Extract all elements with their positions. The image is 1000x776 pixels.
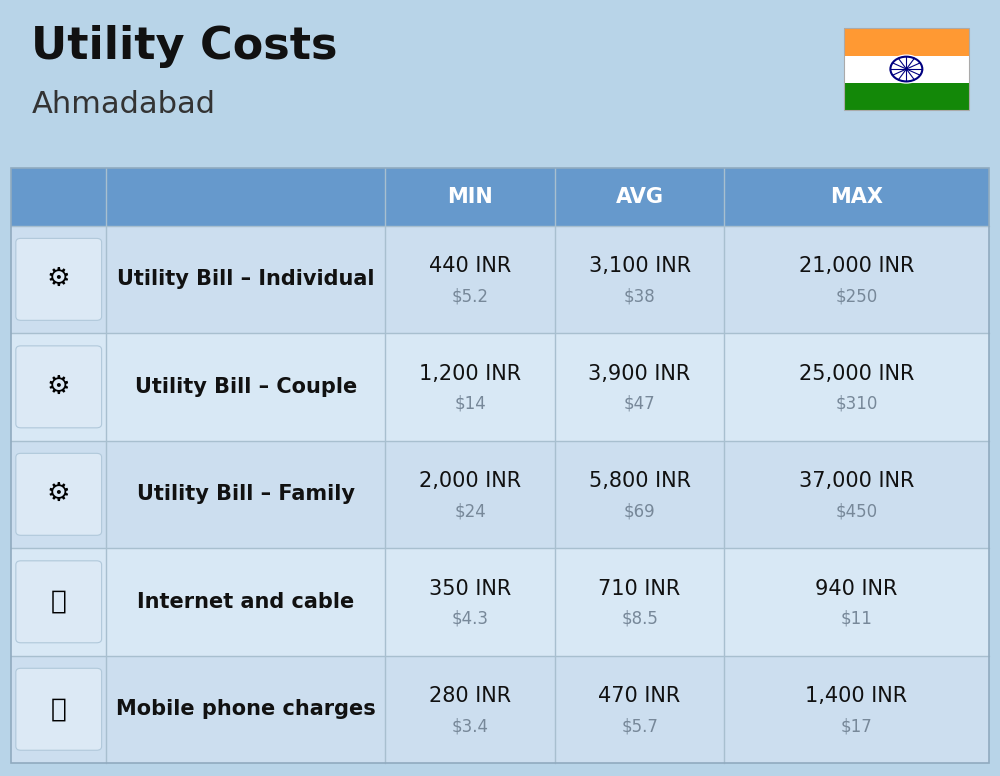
Text: 3,900 INR: 3,900 INR — [588, 364, 691, 383]
Text: MIN: MIN — [447, 186, 493, 206]
Text: 1,400 INR: 1,400 INR — [805, 686, 908, 706]
Text: $14: $14 — [454, 395, 486, 413]
Text: MAX: MAX — [830, 186, 883, 206]
Text: 440 INR: 440 INR — [429, 256, 511, 276]
FancyBboxPatch shape — [844, 82, 969, 109]
Text: 3,100 INR: 3,100 INR — [589, 256, 691, 276]
Text: ⚙️: ⚙️ — [47, 481, 71, 508]
FancyBboxPatch shape — [11, 656, 989, 763]
Text: Utility Bill – Individual: Utility Bill – Individual — [117, 269, 374, 289]
Text: Utility Bill – Couple: Utility Bill – Couple — [135, 377, 357, 397]
Text: 25,000 INR: 25,000 INR — [799, 364, 914, 383]
Text: Internet and cable: Internet and cable — [137, 592, 354, 611]
FancyBboxPatch shape — [11, 168, 989, 226]
FancyBboxPatch shape — [16, 453, 102, 535]
Text: $17: $17 — [841, 717, 872, 736]
FancyBboxPatch shape — [11, 333, 989, 441]
Text: $8.5: $8.5 — [621, 610, 658, 628]
Text: $310: $310 — [835, 395, 878, 413]
Text: AVG: AVG — [616, 186, 664, 206]
Text: ⚙️: ⚙️ — [47, 374, 71, 400]
FancyBboxPatch shape — [11, 441, 989, 548]
Text: 📡: 📡 — [51, 589, 67, 615]
Text: 📱: 📱 — [51, 696, 67, 722]
Text: 350 INR: 350 INR — [429, 579, 511, 598]
Text: 21,000 INR: 21,000 INR — [799, 256, 914, 276]
Text: $38: $38 — [624, 287, 655, 306]
Text: Mobile phone charges: Mobile phone charges — [116, 699, 376, 719]
Text: $5.2: $5.2 — [452, 287, 489, 306]
Text: $5.7: $5.7 — [621, 717, 658, 736]
Circle shape — [888, 55, 924, 83]
FancyBboxPatch shape — [16, 238, 102, 320]
Text: Ahmadabad: Ahmadabad — [31, 90, 215, 120]
Text: 2,000 INR: 2,000 INR — [419, 471, 521, 491]
Text: 5,800 INR: 5,800 INR — [589, 471, 691, 491]
FancyBboxPatch shape — [844, 29, 969, 56]
Text: 280 INR: 280 INR — [429, 686, 511, 706]
FancyBboxPatch shape — [11, 226, 989, 333]
Text: Utility Costs: Utility Costs — [31, 25, 338, 68]
Text: $47: $47 — [624, 395, 655, 413]
Text: $24: $24 — [454, 502, 486, 521]
Text: 940 INR: 940 INR — [815, 579, 898, 598]
Text: $250: $250 — [835, 287, 878, 306]
Text: 1,200 INR: 1,200 INR — [419, 364, 521, 383]
FancyBboxPatch shape — [16, 668, 102, 750]
FancyBboxPatch shape — [844, 56, 969, 82]
Text: Utility Bill – Family: Utility Bill – Family — [137, 484, 355, 504]
FancyBboxPatch shape — [11, 548, 989, 656]
Text: 37,000 INR: 37,000 INR — [799, 471, 914, 491]
Text: $450: $450 — [835, 502, 878, 521]
Text: 710 INR: 710 INR — [598, 579, 681, 598]
Text: 470 INR: 470 INR — [598, 686, 681, 706]
Text: ⚙️: ⚙️ — [47, 266, 71, 293]
Text: $69: $69 — [624, 502, 655, 521]
Text: $11: $11 — [841, 610, 872, 628]
Text: $3.4: $3.4 — [452, 717, 489, 736]
FancyBboxPatch shape — [16, 561, 102, 643]
Text: $4.3: $4.3 — [452, 610, 489, 628]
FancyBboxPatch shape — [16, 346, 102, 428]
